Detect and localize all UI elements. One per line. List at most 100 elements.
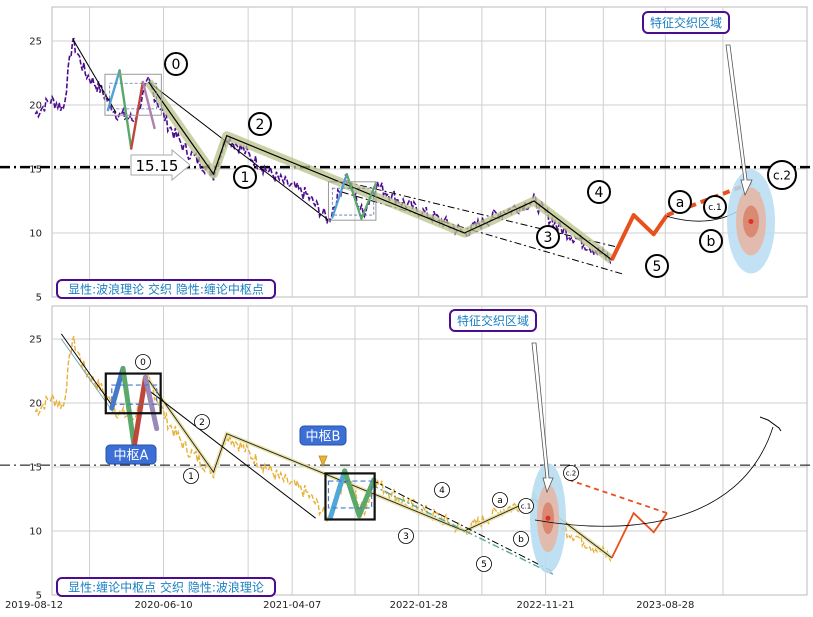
- wave-label-c-1-text: c.1: [708, 203, 722, 213]
- y-tick-label: 5: [36, 293, 42, 304]
- projection-arc: [534, 426, 774, 527]
- trend-line: [148, 81, 329, 221]
- target-center: [748, 218, 754, 224]
- wave-label-bottom-5: [476, 556, 492, 572]
- wave-label-bottom-c-2: [563, 465, 579, 481]
- wave-label-bottom-5-text: 5: [481, 560, 487, 570]
- wave-label-2: [248, 112, 272, 136]
- zhongshu-stroke: [356, 477, 377, 519]
- wave-label-a-text: a: [676, 195, 685, 211]
- wave-label-3-text: 3: [544, 230, 553, 246]
- legend-note-top-text: 显性:波浪理论 交织 隐性:缠论中枢点: [68, 282, 264, 297]
- projection-arc-end: [759, 416, 782, 432]
- plot-area: [51, 305, 808, 596]
- legend-note-top: [56, 279, 276, 299]
- zhongshu-stroke: [142, 374, 160, 432]
- region-label-bottom: [449, 309, 537, 332]
- wave-label-bottom-2: [194, 414, 210, 430]
- wave-label-2-text: 2: [256, 117, 265, 133]
- trend-line: [72, 38, 117, 113]
- y-tick-label: 25: [29, 335, 42, 346]
- zhongshu-stroke: [106, 69, 121, 112]
- legend-note-bottom: [56, 577, 276, 597]
- wave-label-bottom-a: [492, 492, 508, 508]
- wave-label-c-2: [767, 160, 797, 190]
- wave-label-bottom-c-1: [518, 498, 534, 514]
- wave-label-bottom-1: [183, 468, 199, 484]
- zhongshu-stroke: [327, 468, 348, 521]
- wave-label-0: [164, 52, 188, 76]
- wave-label-bottom-a-text: a: [497, 496, 503, 506]
- pointer-arrow: [725, 44, 753, 197]
- wave-label-5: [645, 254, 669, 278]
- x-tick-label: 2019-08-12: [5, 600, 63, 611]
- y-tick-label: 20: [29, 399, 42, 410]
- wave-label-bottom-c-1-text: c.1: [521, 503, 532, 511]
- zhongshu-stroke: [120, 365, 137, 450]
- wave-label-bottom-0: [135, 354, 151, 370]
- legend-note-bottom-text: 显性:缠论中枢点 交织 隐性:波浪理论: [68, 580, 264, 595]
- wave-label-bottom-4-text: 4: [439, 486, 445, 496]
- region-label-bottom-text: 特征交织区域: [457, 313, 529, 328]
- zhongshu-b-inner: [327, 480, 373, 509]
- wave-label-bottom-b: [513, 531, 529, 547]
- x-tick-label: 2022-01-28: [390, 600, 448, 611]
- wave-label-b: [699, 229, 723, 253]
- zhongshu-box: [327, 181, 377, 221]
- region-label-top-text: 特征交织区域: [650, 15, 722, 30]
- wave-label-bottom-b-text: b: [518, 535, 524, 545]
- abc-path: [611, 511, 668, 559]
- wave-label-bottom-3: [398, 528, 414, 544]
- pointer-arrow: [531, 342, 554, 494]
- y-tick-label: 15: [29, 463, 42, 474]
- zhongshu-b-label-text: 中枢B: [306, 430, 341, 445]
- channel-line: [371, 479, 554, 573]
- zhongshu-stroke: [141, 80, 156, 130]
- wave-label-3: [536, 225, 560, 249]
- wave-label-bottom-4: [434, 482, 450, 498]
- wave-label-bottom-c-2-text: c.2: [566, 470, 577, 478]
- channel-line: [345, 181, 623, 249]
- zhongshu-b-box: [324, 472, 376, 521]
- wave-label-bottom-0-text: 0: [140, 358, 146, 368]
- wave-label-bottom-3-text: 3: [403, 532, 409, 542]
- x-tick-label: 2021-04-07: [263, 600, 321, 611]
- wave-label-a: [668, 190, 692, 214]
- wave-label-c-1: [703, 195, 727, 219]
- y-tick-label: 20: [29, 101, 42, 112]
- wave-label-c-2-text: c.2: [773, 168, 791, 182]
- zhongshu-stroke: [131, 374, 148, 450]
- x-tick-label: 2020-06-10: [134, 600, 192, 611]
- wave-label-bottom-2-text: 2: [199, 418, 205, 428]
- zhongshu-b-marker: [318, 455, 328, 468]
- plot-area: [51, 6, 808, 298]
- trend-line: [148, 389, 316, 519]
- wave-label-1: [233, 165, 257, 189]
- y-tick-label: 25: [29, 37, 42, 48]
- zhongshu-a-label: [105, 444, 157, 465]
- y-tick-label: 15: [29, 165, 42, 176]
- wave-label-5-text: 5: [653, 259, 662, 275]
- zhongshu-a-label-text: 中枢A: [114, 449, 149, 464]
- wave-label-4-text: 4: [595, 185, 604, 201]
- wave-label-4: [587, 180, 611, 204]
- wave-path: [148, 81, 613, 261]
- zhongshu-a-box: [104, 372, 162, 415]
- reference-callout: [130, 148, 191, 182]
- zhongshu-stroke: [109, 365, 126, 411]
- wave-label-0-text: 0: [172, 57, 181, 73]
- zhongshu-box: [104, 73, 162, 116]
- wave-label-bottom-1-text: 1: [188, 472, 194, 482]
- y-tick-label: 5: [36, 591, 42, 602]
- target-center: [545, 515, 551, 521]
- channel-line: [371, 484, 555, 576]
- y-tick-label: 10: [29, 229, 42, 240]
- reference-callout-text: 15.15: [136, 157, 179, 175]
- wave-label-b-text: b: [707, 234, 716, 250]
- zhongshu-box-inner: [331, 187, 375, 216]
- abc-path: [610, 213, 669, 261]
- x-tick-label: 2022-11-21: [517, 600, 575, 611]
